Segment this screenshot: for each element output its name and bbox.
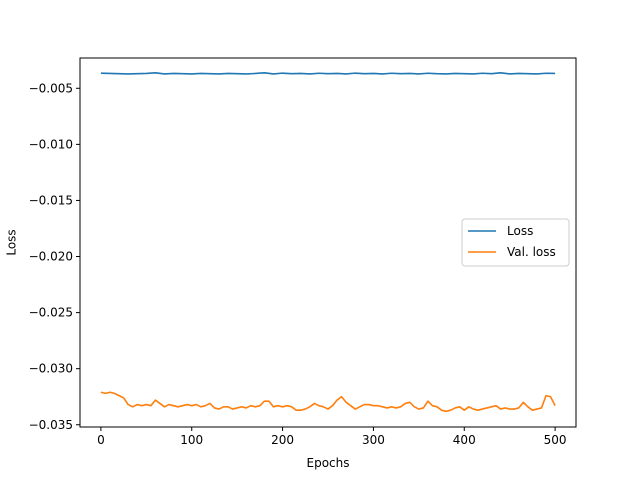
x-tick-label: 500 (544, 433, 567, 447)
y-axis: −0.035 −0.030 −0.025 −0.020 −0.015 −0.010 −0.0… (29, 81, 80, 432)
y-tick-label: −0.020 (29, 250, 73, 264)
y-tick-label: −0.015 (29, 193, 73, 207)
legend-label: Loss (507, 224, 533, 238)
y-tick-label: −0.005 (29, 81, 73, 95)
series-layer (100, 72, 556, 413)
y-axis-label: Loss (5, 229, 19, 255)
legend-label: Val. loss (507, 245, 556, 259)
series-line-val-loss (100, 391, 556, 413)
x-axis: 0 100 200 300 400 500 (97, 427, 567, 447)
legend: Loss Val. loss (461, 218, 570, 267)
x-tick-label: 300 (362, 433, 385, 447)
y-tick-label: −0.010 (29, 137, 73, 151)
y-tick-label: −0.025 (29, 306, 73, 320)
x-tick-label: 400 (453, 433, 476, 447)
x-tick-label: 0 (97, 433, 105, 447)
y-tick-label: −0.035 (29, 418, 73, 432)
x-tick-label: 200 (271, 433, 294, 447)
x-tick-label: 100 (180, 433, 203, 447)
axes-frame (79, 57, 577, 428)
x-axis-label: Epochs (307, 456, 350, 470)
y-tick-label: −0.030 (29, 362, 73, 376)
series-line-loss (100, 72, 556, 75)
